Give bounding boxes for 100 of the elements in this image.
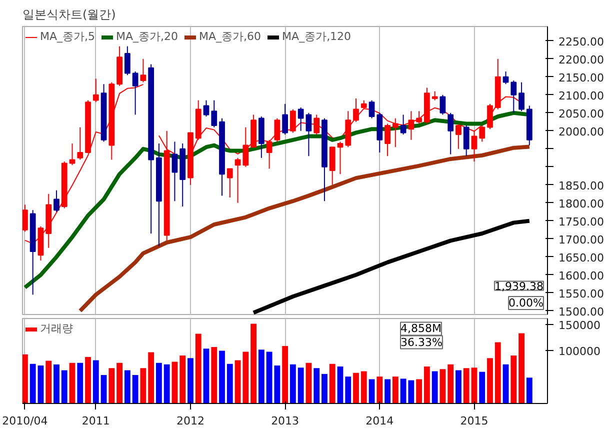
y-tick-label: 2150.00	[558, 71, 604, 84]
bar	[180, 355, 186, 404]
bar	[360, 371, 367, 404]
chart-title: 일본식차트(월간)	[22, 8, 116, 22]
x-tick-label: 2014	[366, 414, 394, 428]
candlestick	[69, 143, 76, 166]
bar	[156, 362, 162, 404]
bar	[211, 347, 218, 404]
x-tick-label: 2013	[271, 414, 300, 428]
candlestick	[77, 126, 84, 160]
candlestick	[226, 168, 233, 198]
x-tick-label: 2011	[82, 414, 110, 428]
bar	[376, 376, 383, 404]
candlestick	[463, 125, 470, 157]
bar	[140, 368, 146, 404]
bar	[306, 362, 312, 404]
bar	[172, 362, 178, 404]
y-tick-label: 1800.00	[558, 197, 604, 210]
bar	[368, 379, 375, 404]
bar	[148, 352, 154, 404]
bar	[30, 364, 36, 404]
candlestick	[416, 110, 422, 124]
bar	[282, 346, 288, 404]
bar	[46, 360, 52, 404]
bar	[502, 364, 509, 404]
candlestick	[298, 107, 304, 132]
bar	[526, 378, 532, 404]
bar	[61, 370, 68, 404]
candlestick	[392, 118, 398, 148]
candlestick	[54, 190, 60, 212]
bar	[54, 364, 60, 404]
candlestick	[211, 100, 218, 128]
candlestick	[314, 114, 320, 135]
annotation: 36.33%	[400, 336, 442, 349]
bar	[432, 371, 438, 404]
candlestick	[266, 139, 272, 170]
bar	[132, 374, 138, 404]
bar	[219, 350, 225, 404]
y-tick-label: 2000.00	[558, 125, 604, 138]
legend-label: MA_종가,20	[116, 29, 178, 44]
y-tick-label: 2250.00	[558, 35, 604, 48]
candlestick	[22, 204, 28, 232]
y-tick-label: 1500.00	[558, 305, 604, 318]
annotation: 0.00%	[508, 296, 544, 310]
candlestick	[487, 103, 493, 130]
bar	[92, 360, 99, 404]
bar	[203, 348, 210, 404]
bar	[322, 374, 328, 404]
candlestick	[510, 80, 517, 114]
y-tick-label: 2050.00	[558, 107, 604, 120]
bar	[510, 355, 517, 404]
candlestick	[329, 146, 336, 186]
candlestick	[440, 94, 446, 116]
bar	[69, 362, 76, 404]
bar	[314, 368, 320, 404]
bar	[195, 334, 202, 404]
y-tick-label: 1650.00	[558, 251, 604, 264]
candlestick	[408, 110, 414, 140]
x-tick-label: 2012	[176, 414, 204, 428]
x-tick-label: 2015	[460, 414, 488, 428]
candlestick	[353, 98, 359, 122]
bar	[38, 365, 44, 404]
candlestick	[518, 82, 524, 112]
candlestick	[384, 123, 390, 157]
bar	[298, 368, 304, 404]
candlestick	[400, 114, 406, 135]
bar	[116, 362, 122, 404]
bar	[353, 372, 359, 404]
candlestick	[448, 112, 454, 155]
bar	[250, 324, 256, 404]
y-tick-label: 1550.00	[558, 287, 604, 300]
bar	[424, 366, 430, 404]
candlestick	[479, 125, 486, 142]
bar	[164, 364, 170, 404]
bar	[108, 368, 115, 404]
bar	[290, 364, 296, 404]
candlestick	[274, 118, 280, 142]
y-tick-label: 1600.00	[558, 269, 604, 282]
candlestick	[337, 141, 344, 175]
candlestick	[306, 112, 312, 157]
annotation: 1,939.38	[494, 280, 544, 294]
bar	[518, 333, 524, 404]
y-tick-label: 2200.00	[558, 53, 604, 66]
y-tick-label: 1850.00	[558, 179, 604, 192]
candlestick	[502, 71, 509, 85]
annotation: 4,858M	[400, 322, 442, 336]
bar	[226, 364, 233, 404]
y-tick-label: 100000	[558, 345, 600, 358]
candlestick	[290, 108, 296, 134]
bar	[384, 379, 390, 404]
candlestick	[242, 126, 249, 168]
bar	[494, 342, 501, 404]
bar	[416, 379, 422, 404]
candlestick	[456, 123, 462, 150]
bar	[258, 350, 264, 404]
bar	[22, 354, 28, 404]
bar	[188, 358, 194, 404]
y-tick-label: 1750.00	[558, 215, 604, 228]
bar	[329, 364, 336, 404]
x-tick-label: 2010/04	[2, 414, 48, 428]
